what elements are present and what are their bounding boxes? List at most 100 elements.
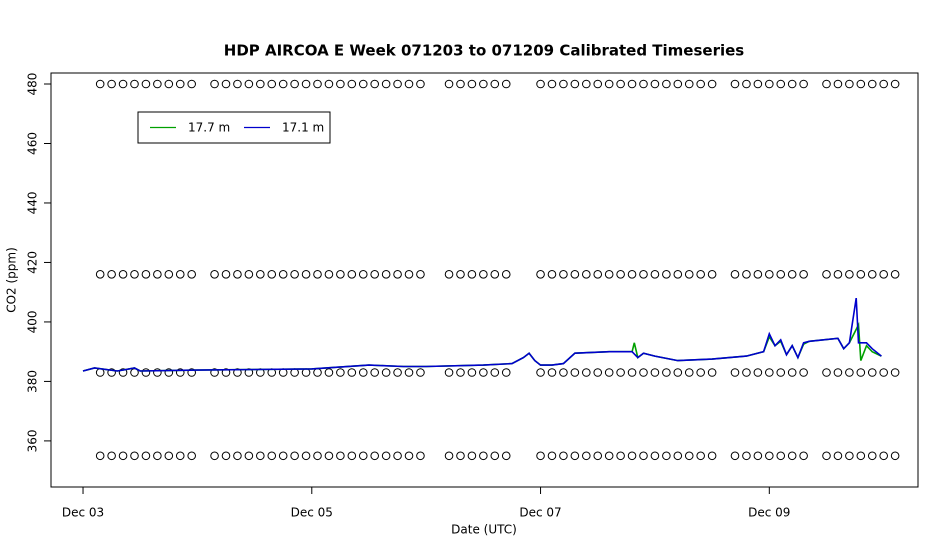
x-tick-label: Dec 05 [291, 506, 333, 520]
calibration-point [479, 451, 488, 461]
calibration-point [639, 79, 648, 89]
calibration-point [175, 270, 185, 279]
calibration-point [707, 368, 717, 377]
calibration-point [616, 451, 625, 461]
calibration-point [404, 79, 414, 89]
calibration-point [730, 270, 740, 279]
calibration-point [581, 79, 591, 89]
calibration-point [501, 79, 511, 89]
calibration-point [267, 451, 277, 461]
calibration-point [313, 368, 322, 377]
calibration-point [604, 79, 614, 89]
calibration-point [404, 368, 414, 377]
calibration-point [324, 79, 334, 89]
calibration-point [164, 451, 174, 461]
calibration-point [301, 270, 311, 279]
calibration-point [536, 270, 545, 279]
calibration-point [730, 79, 740, 89]
calibration-point [393, 368, 402, 377]
calibration-point [616, 270, 625, 279]
calibration-point [456, 79, 465, 89]
calibration-point [776, 79, 786, 89]
calibration-point [833, 79, 843, 89]
calibration-point [95, 79, 105, 89]
calibration-point [559, 368, 568, 377]
calibration-point [822, 270, 831, 279]
calibration-point [673, 451, 683, 461]
calibration-point [604, 368, 614, 377]
calibration-point [370, 79, 379, 89]
y-tick-label: 420 [26, 251, 40, 274]
calibration-point [267, 270, 277, 279]
chart-title: HDP AIRCOA E Week 071203 to 071209 Calib… [224, 42, 745, 60]
calibration-point [278, 79, 288, 89]
calibration-point [673, 368, 683, 377]
calibration-point [616, 368, 625, 377]
calibration-point [856, 270, 866, 279]
calibration-point [696, 270, 705, 279]
calibration-point [559, 270, 568, 279]
calibration-point [765, 79, 774, 89]
calibration-point [684, 270, 694, 279]
calibration-point [210, 79, 219, 89]
calibration-point [416, 451, 425, 461]
calibration-point [593, 270, 603, 279]
calibration-point [130, 270, 139, 279]
calibration-point [684, 451, 694, 461]
calibration-point [662, 79, 671, 89]
calibration-point [244, 270, 254, 279]
calibration-point [336, 451, 345, 461]
calibration-point [787, 270, 797, 279]
calibration-point [559, 451, 568, 461]
calibration-point [581, 368, 591, 377]
calibration-point [776, 368, 786, 377]
calibration-point [290, 79, 299, 89]
calibration-point [370, 451, 379, 461]
calibration-point [290, 270, 299, 279]
calibration-point [799, 368, 808, 377]
calibration-point [301, 451, 311, 461]
calibration-point [456, 270, 465, 279]
calibration-point [324, 270, 334, 279]
calibration-point [313, 270, 322, 279]
calibration-point [765, 368, 774, 377]
calibration-point [221, 79, 231, 89]
calibration-point [673, 79, 683, 89]
calibration-point [336, 270, 345, 279]
calibration-point [358, 79, 368, 89]
calibration-point [290, 451, 299, 461]
calibration-point [547, 451, 557, 461]
x-axis-label: Date (UTC) [451, 523, 517, 537]
calibration-point [787, 451, 797, 461]
calibration-point [313, 79, 322, 89]
calibration-point [221, 451, 231, 461]
calibration-point [467, 79, 477, 89]
calibration-point [444, 368, 454, 377]
calibration-point [233, 451, 242, 461]
calibration-point [444, 451, 454, 461]
calibration-point [616, 79, 625, 89]
calibration-point [347, 368, 357, 377]
calibration-point [153, 451, 162, 461]
calibration-point [867, 368, 877, 377]
calibration-point [707, 270, 717, 279]
calibration-point [95, 451, 105, 461]
calibration-point [799, 451, 808, 461]
calibration-point [210, 451, 219, 461]
calibration-point [233, 270, 242, 279]
calibration-point [347, 451, 357, 461]
calibration-point [639, 368, 648, 377]
calibration-point [662, 270, 671, 279]
calibration-point [370, 270, 379, 279]
calibration-point [130, 451, 139, 461]
calibration-point [822, 451, 831, 461]
calibration-point [278, 270, 288, 279]
calibration-point [662, 368, 671, 377]
calibration-point [381, 270, 391, 279]
calibration-point [490, 270, 500, 279]
calibration-point [107, 368, 116, 377]
calibration-point [153, 79, 162, 89]
calibration-point [444, 270, 454, 279]
y-tick-label: 380 [26, 370, 40, 393]
